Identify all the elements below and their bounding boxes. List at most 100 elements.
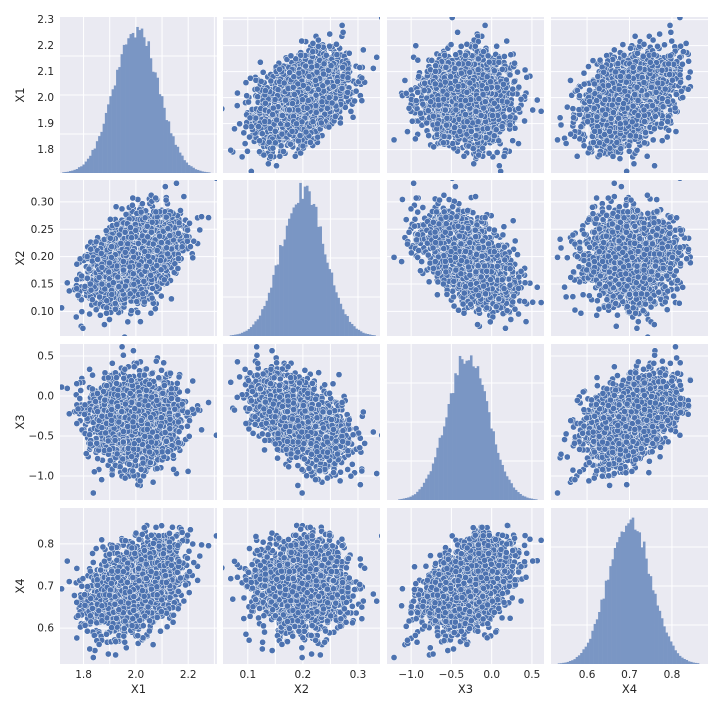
scatter-point: [282, 97, 288, 103]
scatter-point: [534, 97, 540, 103]
hist-bar: [71, 171, 74, 173]
hist-bar: [80, 166, 83, 173]
scatter-point: [298, 52, 304, 58]
scatter-point: [441, 96, 447, 102]
scatter-point: [443, 64, 449, 70]
scatter-point: [262, 118, 268, 124]
scatter-point: [327, 31, 333, 37]
y-tick-label: 1.9: [37, 118, 54, 130]
scatter-point: [318, 120, 324, 126]
scatter-point: [402, 77, 408, 83]
hist-bar: [154, 72, 157, 173]
scatter-point: [494, 43, 500, 49]
scatter-point: [242, 140, 248, 146]
scatter-point: [340, 64, 346, 70]
scatter-point: [470, 120, 476, 126]
hist-bar: [150, 58, 153, 173]
scatter-point: [332, 113, 338, 119]
hist-bar: [147, 41, 150, 173]
scatter-point: [241, 130, 247, 136]
scatter-point: [391, 137, 397, 143]
scatter-point: [284, 121, 290, 127]
hist-bar: [186, 163, 189, 173]
scatter-point: [293, 121, 299, 127]
scatter-point: [440, 140, 446, 146]
scatter-point: [374, 54, 380, 60]
scatter-point: [279, 131, 285, 137]
hist-bar: [190, 166, 193, 173]
scatter-point: [686, 58, 692, 64]
hist-bar: [165, 120, 168, 173]
scatter-point: [266, 139, 272, 145]
scatter-point: [296, 70, 302, 76]
scatter-point: [465, 61, 471, 67]
scatter-point: [234, 103, 240, 109]
scatter-point: [462, 111, 468, 117]
hist-bar: [127, 38, 130, 173]
scatter-point: [501, 153, 507, 159]
scatter-point: [432, 81, 438, 87]
hist-bar: [168, 121, 171, 173]
scatter-point: [453, 52, 459, 58]
hist-bar: [136, 27, 139, 173]
scatter-point: [272, 97, 278, 103]
scatter-point: [506, 107, 512, 113]
scatter-point: [413, 98, 419, 104]
scatter-point: [491, 133, 497, 139]
hist-bar: [105, 113, 108, 173]
scatter-point: [237, 121, 243, 127]
hist-bar: [195, 169, 198, 173]
scatter-point: [272, 140, 278, 146]
scatter-point: [611, 47, 617, 53]
scatter-point: [538, 108, 544, 114]
scatter-point: [478, 112, 484, 118]
scatter-point: [244, 148, 250, 154]
scatter-point: [500, 81, 506, 87]
scatter-point: [272, 128, 278, 134]
scatter-point: [468, 128, 474, 134]
hist-bar: [100, 132, 103, 173]
hist-bar: [172, 136, 175, 173]
scatter-point: [448, 41, 454, 47]
scatter-point: [326, 43, 332, 49]
scatter-point: [281, 80, 287, 86]
scatter-point: [455, 83, 461, 89]
hist-bar: [208, 172, 211, 173]
scatter-point: [457, 128, 463, 134]
scatter-point: [489, 112, 495, 118]
scatter-point: [310, 40, 316, 46]
scatter-point: [632, 33, 638, 39]
hist-bar: [76, 169, 79, 173]
scatter-point: [715, 65, 720, 71]
scatter-point: [585, 63, 591, 69]
scatter-point: [261, 152, 267, 158]
scatter-point: [379, 14, 385, 20]
scatter-point: [295, 107, 301, 113]
scatter-point: [441, 133, 447, 139]
scatter-point: [333, 41, 339, 47]
scatter-point: [319, 99, 325, 105]
scatter-point: [359, 75, 365, 81]
scatter-point: [482, 22, 488, 28]
scatter-point: [345, 75, 351, 81]
scatter-point: [501, 114, 507, 120]
scatter-point: [482, 99, 488, 105]
hist-bar: [121, 54, 124, 173]
scatter-point: [329, 100, 335, 106]
scatter-point: [299, 97, 305, 103]
scatter-point: [300, 143, 306, 149]
scatter-point: [472, 43, 478, 49]
hist-bar: [116, 70, 119, 173]
scatter-point: [473, 108, 479, 114]
scatter-point: [496, 59, 502, 65]
hist-bar: [82, 165, 85, 173]
scatter-point: [239, 154, 245, 160]
scatter-point: [328, 63, 334, 69]
scatter-point: [406, 105, 412, 111]
scatter-point: [498, 168, 504, 174]
scatter-point: [522, 67, 528, 73]
scatter-point: [476, 96, 482, 102]
scatter-point: [507, 122, 513, 128]
